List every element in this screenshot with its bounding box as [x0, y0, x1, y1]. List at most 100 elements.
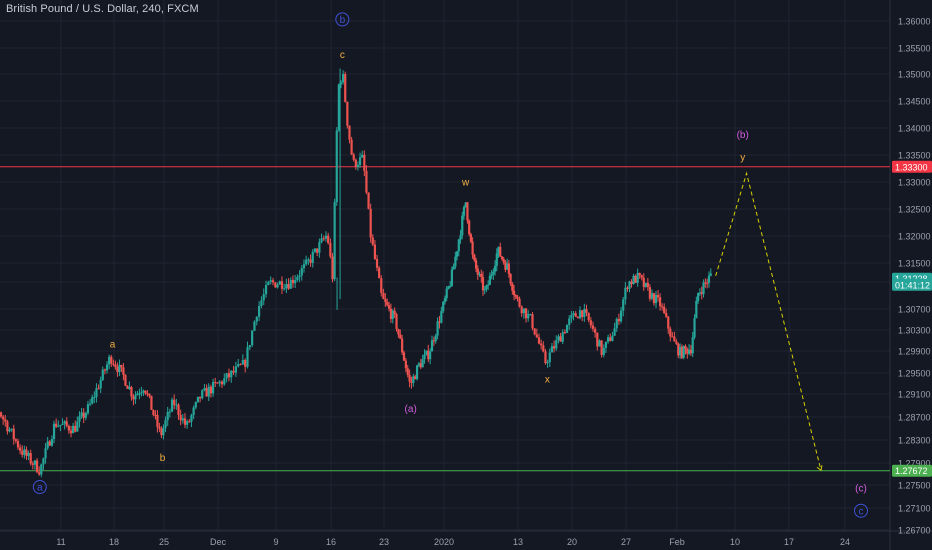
candle-down — [144, 390, 147, 394]
candle-up — [529, 314, 532, 316]
candle-up — [636, 272, 639, 283]
candle-up — [709, 273, 712, 276]
wave-label: c — [340, 50, 345, 61]
candle-up — [93, 397, 96, 399]
candle-down — [74, 425, 77, 432]
candle-up — [650, 293, 654, 299]
candle-down — [581, 310, 584, 318]
candle-down — [346, 101, 349, 126]
candle-up — [572, 313, 575, 316]
candle-up — [455, 251, 459, 257]
candle-up — [654, 294, 658, 304]
candle-up — [230, 370, 233, 378]
candle-down — [367, 192, 370, 209]
candle-down — [537, 337, 541, 344]
candle-up — [447, 286, 450, 289]
candle-up — [63, 421, 66, 424]
candle-down — [371, 237, 374, 245]
candle-up — [203, 388, 206, 391]
candle-up — [583, 309, 586, 318]
candle-up — [412, 376, 415, 383]
candle-up — [170, 399, 174, 412]
candle-up — [682, 346, 685, 358]
candle-up — [285, 284, 288, 289]
candle-down — [29, 453, 32, 464]
candle-down — [132, 396, 135, 400]
candle-up — [42, 458, 45, 465]
candle-down — [103, 369, 107, 371]
candle-up — [442, 301, 445, 312]
candle-up — [91, 397, 94, 404]
candle-up — [493, 265, 497, 272]
candle-up — [425, 350, 428, 355]
candle-up — [430, 340, 434, 352]
candle-up — [241, 359, 244, 365]
candle-down — [520, 306, 523, 314]
candle-up — [218, 381, 221, 384]
candle-down — [665, 313, 668, 317]
candle-up — [86, 404, 90, 414]
candle-up — [613, 328, 616, 336]
candle-up — [324, 235, 328, 239]
candle-down — [469, 234, 472, 242]
candle-down — [309, 259, 312, 263]
wave-label: x — [545, 375, 550, 386]
candle-down — [48, 441, 51, 446]
y-tick-label: 1.28300 — [898, 436, 931, 446]
candle-up — [461, 215, 464, 236]
candle-up — [264, 284, 268, 295]
candle-down — [280, 281, 284, 289]
candle-down — [116, 367, 119, 372]
candle-up — [78, 416, 81, 422]
candle-down — [227, 373, 231, 378]
candle-up — [101, 369, 104, 380]
candle-up — [307, 259, 310, 261]
candle-up — [108, 356, 111, 365]
candle-down — [531, 314, 534, 329]
candle-down — [291, 279, 295, 284]
candle-up — [527, 314, 530, 319]
candle-up — [99, 379, 102, 389]
candle-up — [454, 256, 457, 267]
wave-projection-line[interactable] — [715, 171, 822, 471]
candle-up — [162, 427, 165, 436]
x-tick-label: 2020 — [434, 537, 454, 547]
candle-up — [313, 248, 317, 252]
candle-up — [80, 412, 83, 417]
candle-up — [417, 363, 421, 366]
candle-up — [632, 275, 635, 285]
candle-up — [52, 423, 56, 440]
candle-down — [122, 367, 125, 375]
x-tick-label: 9 — [273, 537, 278, 547]
candle-up — [565, 324, 569, 333]
candle-down — [329, 243, 332, 257]
candle-up — [118, 364, 121, 372]
candle-down — [287, 284, 290, 289]
candle-down — [518, 298, 521, 307]
candle-down — [544, 351, 547, 364]
candle-down — [553, 346, 556, 349]
candle-up — [40, 464, 43, 475]
candle-down — [468, 220, 471, 235]
candle-down — [535, 334, 538, 338]
candle-down — [589, 320, 592, 326]
candle-down — [609, 337, 612, 341]
candle-up — [59, 424, 62, 426]
candle-down — [16, 440, 20, 448]
candle-up — [462, 207, 466, 216]
candle-down — [348, 125, 351, 140]
candle-up — [234, 366, 237, 373]
candle-up — [624, 287, 627, 300]
candle-down — [19, 447, 22, 451]
candle-up — [142, 390, 145, 393]
candle-down — [680, 346, 683, 358]
y-tick-label: 1.26700 — [898, 526, 931, 536]
candle-up — [298, 275, 301, 277]
candle-down — [82, 412, 85, 418]
candle-down — [387, 305, 391, 309]
candle-down — [126, 385, 129, 389]
candle-down — [626, 287, 629, 289]
candle-up — [61, 423, 64, 425]
